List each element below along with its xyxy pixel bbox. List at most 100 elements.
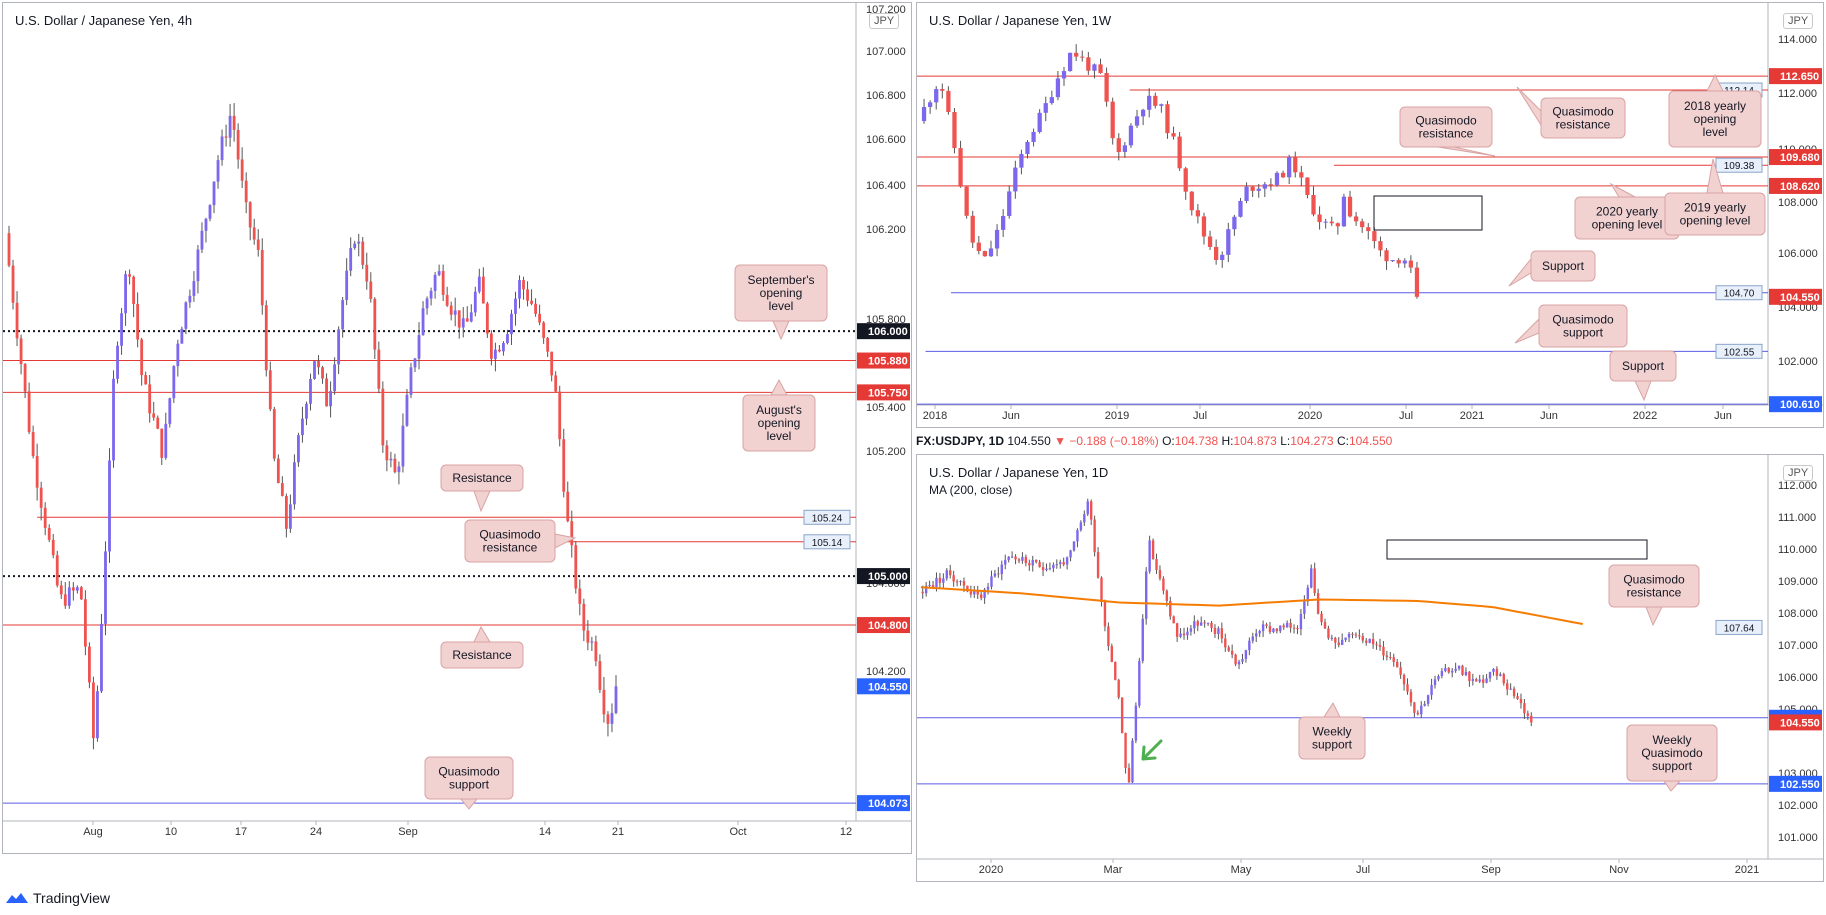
low-label: L: (1280, 434, 1291, 448)
candle-body (297, 435, 300, 463)
candle-body (369, 281, 373, 299)
price-axis-tag (1769, 396, 1822, 413)
candle-body (361, 241, 365, 265)
candle-body (489, 333, 493, 359)
annotation-callout: Support (1508, 250, 1596, 287)
candle-body (280, 483, 284, 496)
close-value: 104.550 (1348, 434, 1393, 448)
candle-body (1335, 223, 1340, 227)
chart-canvas-4h[interactable]: 107.200107.000106.800106.600106.400106.2… (3, 3, 911, 853)
candle-body (1293, 156, 1298, 173)
time-tick-label: 2020 (1298, 410, 1322, 422)
candle-body (570, 521, 574, 546)
time-tick-label: Jul (1356, 864, 1370, 876)
candle-body (1195, 210, 1201, 217)
callout-box (464, 519, 556, 563)
candle-body (1017, 559, 1021, 561)
candle-body (1512, 688, 1516, 697)
candle-body (1437, 675, 1440, 680)
candle-body (441, 271, 445, 295)
candle-body (216, 160, 220, 182)
brand-name: TradingView (33, 890, 111, 906)
candle-body (477, 276, 481, 292)
price-axis-tag (1769, 288, 1822, 305)
annotation-callout: Support (1609, 350, 1677, 402)
level-tag-label: 109.38 (1724, 161, 1755, 172)
callout-box (1298, 716, 1366, 760)
candle-body (562, 439, 566, 492)
candle-body (983, 589, 986, 599)
candle-body (1244, 186, 1249, 201)
tradingview-brand[interactable]: TradingView (6, 890, 110, 906)
candle-body (1206, 622, 1210, 624)
price-axis-tag-label: 100.610 (1780, 399, 1820, 411)
callout-label: opening (760, 286, 803, 300)
candle-body (192, 281, 196, 296)
candle-body (1177, 136, 1182, 169)
candle-body (1238, 200, 1243, 217)
chart-canvas-1d[interactable]: 112.000 111.000 110.000 109.000 108.000 107.0… (917, 455, 1823, 881)
callout-label: Quasimodo (1552, 313, 1614, 327)
candle-body (958, 148, 963, 187)
time-tick-label: 2022 (1633, 410, 1657, 422)
candle-body (964, 186, 969, 216)
chart-canvas-1w[interactable]: 114.000112.000110.000108.000106.000104.0… (917, 3, 1823, 427)
candle-body (35, 456, 39, 488)
candle-body (1013, 167, 1018, 192)
candle-body (1250, 186, 1255, 191)
candle-body (1220, 254, 1225, 260)
candle-body (284, 495, 288, 529)
price-axis-tag-label: 102.550 (1780, 779, 1820, 791)
candle-body (152, 413, 156, 418)
price-tick-label: 112.000 (1778, 480, 1817, 492)
candle-body (353, 243, 357, 249)
candle-body (425, 298, 429, 309)
candle-body (200, 230, 204, 250)
candle-body (248, 202, 252, 228)
callout-box (440, 464, 524, 492)
candle-body (1210, 622, 1213, 628)
candle-body (196, 249, 200, 282)
candle-body (1327, 628, 1330, 639)
candle-body (1055, 564, 1059, 566)
candle-body (994, 229, 1000, 249)
price-change: ▼ −0.188 (−0.18%) (1054, 434, 1159, 448)
candle-body (79, 587, 83, 600)
candle-body (1280, 172, 1286, 178)
chart-panel-1d[interactable]: U.S. Dollar / Japanese Yen, 1D MA (200, … (916, 454, 1824, 882)
candle-body (140, 339, 144, 376)
candle-body (67, 587, 71, 606)
callout-label: resistance (483, 541, 538, 555)
chart-panel-4h[interactable]: U.S. Dollar / Japanese Yen, 4h JPY 107.2… (2, 2, 912, 854)
callout-pointer (772, 320, 790, 341)
candle-body (522, 280, 525, 290)
candle-body (1103, 601, 1107, 627)
candle-body (1159, 104, 1164, 106)
candle-body (1158, 569, 1162, 579)
candle-body (1519, 698, 1523, 704)
candle-body (1037, 112, 1042, 132)
candle-body (1151, 540, 1155, 560)
candle-body (514, 298, 517, 314)
time-tick-label: Nov (1609, 864, 1629, 876)
candle-body (1207, 236, 1213, 247)
candle-body (1110, 101, 1115, 139)
chart-panel-1w[interactable]: U.S. Dollar / Japanese Yen, 1W JPY 114.0… (916, 2, 1824, 428)
candle-body (1048, 568, 1052, 570)
candle-body (1255, 633, 1258, 637)
candle-body (1224, 638, 1227, 648)
candle-body (244, 180, 248, 203)
candle-body (1086, 501, 1089, 515)
candle-body (1423, 703, 1426, 706)
candle-body (96, 691, 99, 739)
candle-body (485, 303, 489, 334)
callout-label: level (767, 429, 792, 443)
candle-body (1117, 679, 1120, 698)
candle-body (1341, 196, 1347, 227)
candle-body (1384, 250, 1389, 262)
price-axis-tag (857, 323, 910, 340)
candle-body (1220, 628, 1224, 639)
candle-body (1237, 661, 1241, 665)
